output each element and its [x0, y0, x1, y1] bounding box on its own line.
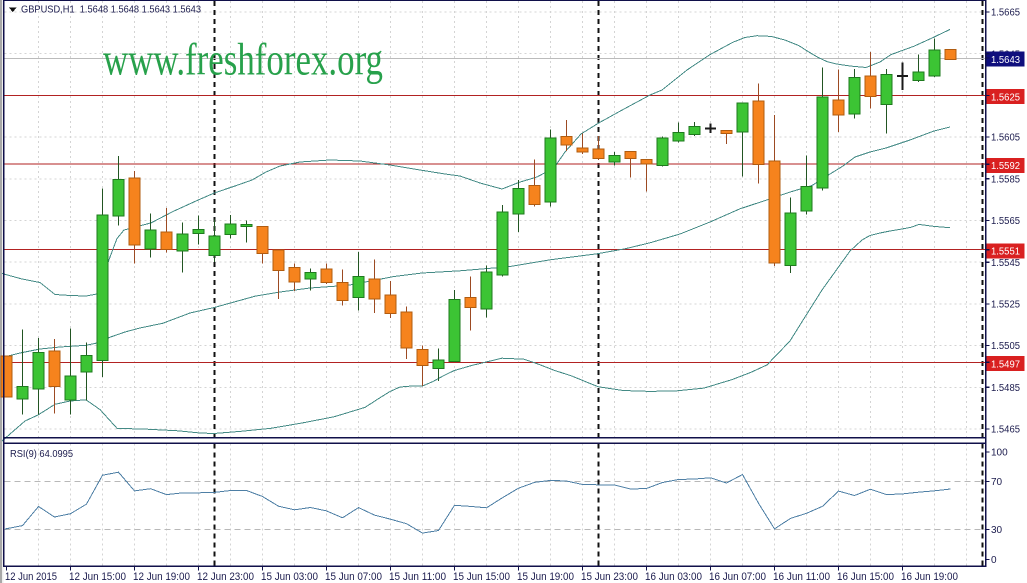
svg-text:RSI(9) 64.0995: RSI(9) 64.0995 [10, 448, 73, 460]
svg-text:15 Jun 11:00: 15 Jun 11:00 [389, 571, 446, 583]
svg-text:12 Jun 23:00: 12 Jun 23:00 [197, 571, 254, 583]
svg-text:1.5565: 1.5565 [991, 216, 1020, 227]
svg-text:12 Jun 19:00: 12 Jun 19:00 [133, 571, 190, 583]
svg-text:30: 30 [991, 525, 1003, 536]
svg-text:15 Jun 07:00: 15 Jun 07:00 [325, 571, 382, 583]
svg-text:16 Jun 07:00: 16 Jun 07:00 [709, 571, 766, 583]
svg-text:1.5605: 1.5605 [991, 133, 1020, 144]
svg-text:1.5485: 1.5485 [991, 383, 1020, 394]
svg-text:100: 100 [991, 448, 1008, 459]
svg-text:1.5497: 1.5497 [991, 359, 1020, 370]
svg-text:1.5505: 1.5505 [991, 341, 1020, 352]
svg-text:1.5625: 1.5625 [991, 92, 1020, 103]
svg-text:16 Jun 03:00: 16 Jun 03:00 [645, 571, 702, 583]
svg-text:12 Jun 15:00: 12 Jun 15:00 [69, 571, 126, 583]
svg-text:1.5592: 1.5592 [991, 161, 1020, 172]
svg-text:15 Jun 23:00: 15 Jun 23:00 [581, 571, 638, 583]
svg-text:15 Jun 03:00: 15 Jun 03:00 [261, 571, 318, 583]
svg-text:0: 0 [991, 555, 997, 566]
svg-text:1.5643: 1.5643 [991, 55, 1020, 66]
svg-text:www.freshforex.org: www.freshforex.org [103, 34, 383, 85]
svg-text:15 Jun 19:00: 15 Jun 19:00 [517, 571, 574, 583]
svg-text:16 Jun 19:00: 16 Jun 19:00 [901, 571, 958, 583]
svg-text:1.5585: 1.5585 [991, 174, 1020, 185]
svg-text:16 Jun 15:00: 16 Jun 15:00 [837, 571, 894, 583]
svg-text:15 Jun 15:00: 15 Jun 15:00 [453, 571, 510, 583]
svg-text:1.5525: 1.5525 [991, 300, 1020, 311]
svg-text:GBPUSD,H1 1.5648 1.5648 1.564: GBPUSD,H1 1.5648 1.5648 1.5643 1.5643 [21, 4, 201, 16]
svg-text:1.5545: 1.5545 [991, 258, 1020, 269]
svg-text:1.5665: 1.5665 [991, 8, 1020, 19]
svg-text:70: 70 [991, 477, 1003, 488]
svg-text:1.5465: 1.5465 [991, 425, 1020, 436]
svg-text:12 Jun 2015: 12 Jun 2015 [5, 571, 57, 583]
svg-text:1.5551: 1.5551 [991, 247, 1020, 258]
svg-text:16 Jun 11:00: 16 Jun 11:00 [773, 571, 830, 583]
